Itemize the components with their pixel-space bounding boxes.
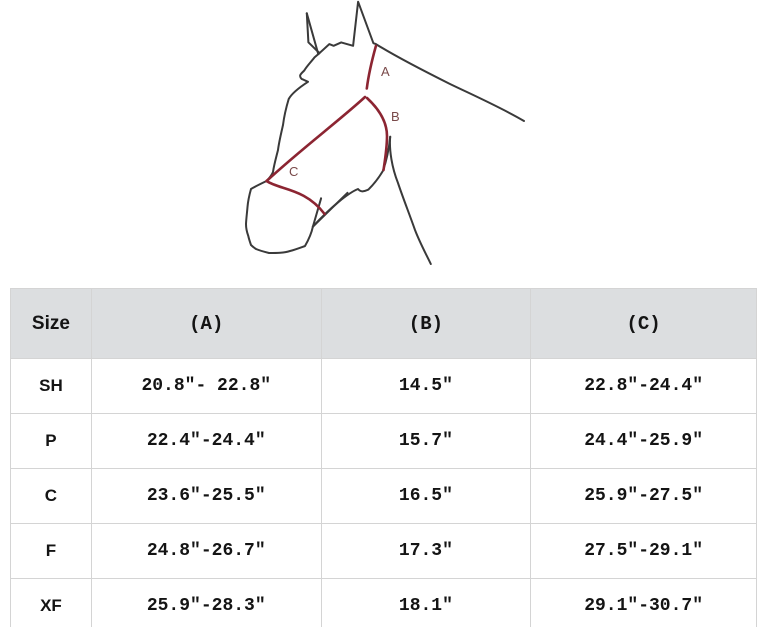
svg-text:B: B [391, 109, 400, 124]
svg-text:A: A [381, 64, 390, 79]
svg-text:C: C [289, 164, 298, 179]
